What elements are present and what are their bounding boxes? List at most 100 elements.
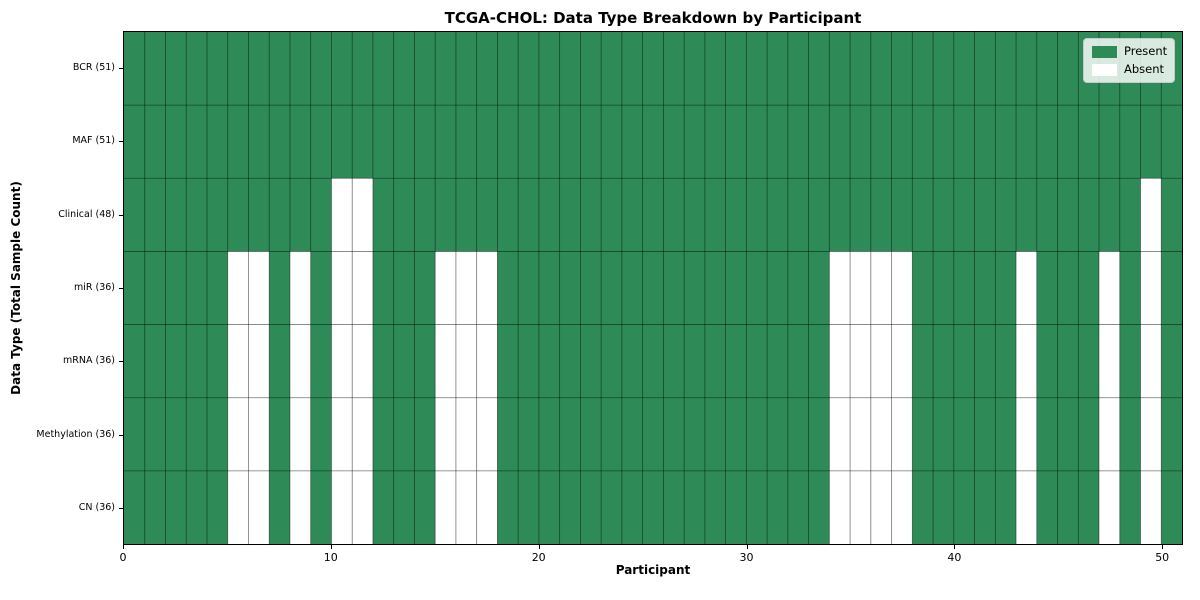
legend-swatch-present: [1092, 45, 1117, 58]
absent-cell: [476, 397, 498, 471]
absent-cell: [455, 397, 477, 471]
absent-cell: [331, 251, 353, 325]
absent-cell: [1099, 470, 1120, 544]
legend-item-absent: Absent: [1092, 63, 1166, 76]
absent-cell: [455, 251, 477, 325]
x-tick-mark: [1162, 545, 1164, 549]
absent-cell: [829, 251, 851, 325]
absent-cell: [227, 251, 249, 325]
y-tick-mark: [119, 434, 123, 436]
absent-cell: [227, 470, 249, 544]
y-tick-mark: [119, 214, 123, 216]
absent-cell: [352, 324, 373, 398]
absent-cell: [1099, 397, 1120, 471]
x-tick-label: 40: [947, 551, 962, 564]
y-tick-mark: [119, 361, 123, 363]
absent-cell: [331, 324, 353, 398]
absent-cell: [289, 397, 311, 471]
absent-cell: [352, 397, 373, 471]
absent-cell: [289, 324, 311, 398]
absent-cell: [870, 251, 892, 325]
x-tick-label: 0: [119, 551, 127, 564]
x-tick-mark: [123, 545, 124, 549]
absent-cell: [891, 470, 913, 544]
absent-cell: [850, 324, 871, 398]
absent-cell: [331, 470, 353, 544]
absent-cell: [850, 251, 871, 325]
absent-cell: [289, 251, 311, 325]
y-tick-label: miR (36): [73, 282, 115, 293]
absent-cell: [1140, 178, 1162, 252]
y-tick-label: Methylation (36): [36, 428, 115, 440]
y-tick-label: mRNA (36): [63, 355, 115, 367]
absent-cell: [850, 397, 871, 471]
absent-cell: [435, 251, 456, 325]
absent-cell: [248, 251, 270, 325]
x-tick-mark: [330, 545, 332, 549]
absent-cell: [352, 470, 373, 544]
y-tick-mark: [119, 67, 123, 69]
heatmap-grid: [124, 32, 1182, 544]
legend-swatch-absent: [1092, 63, 1117, 76]
absent-cell: [1099, 324, 1120, 398]
x-tick-label: 10: [323, 551, 338, 564]
absent-cell: [476, 251, 498, 325]
absent-cell: [850, 470, 871, 544]
plot-area: [123, 31, 1183, 545]
absent-cell: [870, 397, 892, 471]
x-axis-label: Participant: [615, 563, 691, 577]
absent-cell: [1140, 251, 1162, 325]
absent-cell: [352, 178, 373, 252]
absent-cell: [227, 397, 249, 471]
x-tick-mark: [954, 545, 956, 549]
absent-cell: [891, 397, 913, 471]
legend-label: Present: [1124, 44, 1168, 58]
y-tick-label: MAF (51): [72, 135, 115, 147]
absent-cell: [829, 470, 851, 544]
absent-cell: [1099, 251, 1120, 325]
y-tick-label: Clinical (48): [58, 208, 115, 220]
absent-cell: [435, 324, 456, 398]
absent-cell: [1140, 324, 1162, 398]
absent-cell: [870, 470, 892, 544]
x-tick-mark: [746, 545, 748, 549]
x-tick-mark: [538, 545, 540, 549]
absent-cell: [891, 251, 913, 325]
absent-cell: [435, 470, 456, 544]
x-tick-label: 30: [739, 551, 754, 564]
absent-cell: [829, 397, 851, 471]
absent-cell: [289, 470, 311, 544]
x-tick-label: 50: [1155, 551, 1170, 564]
absent-cell: [870, 324, 892, 398]
x-tick-label: 20: [531, 551, 546, 564]
absent-cell: [248, 470, 270, 544]
legend-item-present: Present: [1092, 44, 1168, 58]
absent-cell: [248, 397, 270, 471]
absent-cell: [352, 251, 373, 325]
absent-cell: [476, 324, 498, 398]
absent-cell: [1140, 397, 1162, 471]
y-tick-mark: [119, 288, 123, 289]
absent-cell: [435, 397, 456, 471]
absent-cell: [248, 324, 270, 398]
absent-cell: [476, 470, 498, 544]
y-tick-label: BCR (51): [72, 61, 115, 73]
absent-cell: [331, 178, 353, 252]
absent-cell: [1140, 470, 1162, 544]
y-tick-mark: [119, 141, 123, 143]
absent-cell: [891, 324, 913, 398]
legend-label: Absent: [1124, 62, 1165, 76]
y-tick-mark: [119, 508, 123, 510]
absent-cell: [1016, 397, 1037, 471]
absent-cell: [331, 397, 353, 471]
legend: Present Absent: [1083, 38, 1175, 83]
chart-title: TCGA-CHOL: Data Type Breakdown by Partic…: [444, 9, 862, 27]
absent-cell: [227, 324, 249, 398]
absent-cell: [829, 324, 851, 398]
absent-cell: [1016, 470, 1037, 544]
absent-cell: [455, 324, 477, 398]
absent-cell: [1016, 251, 1037, 325]
absent-cell: [455, 470, 477, 544]
y-tick-label: CN (36): [78, 502, 115, 514]
